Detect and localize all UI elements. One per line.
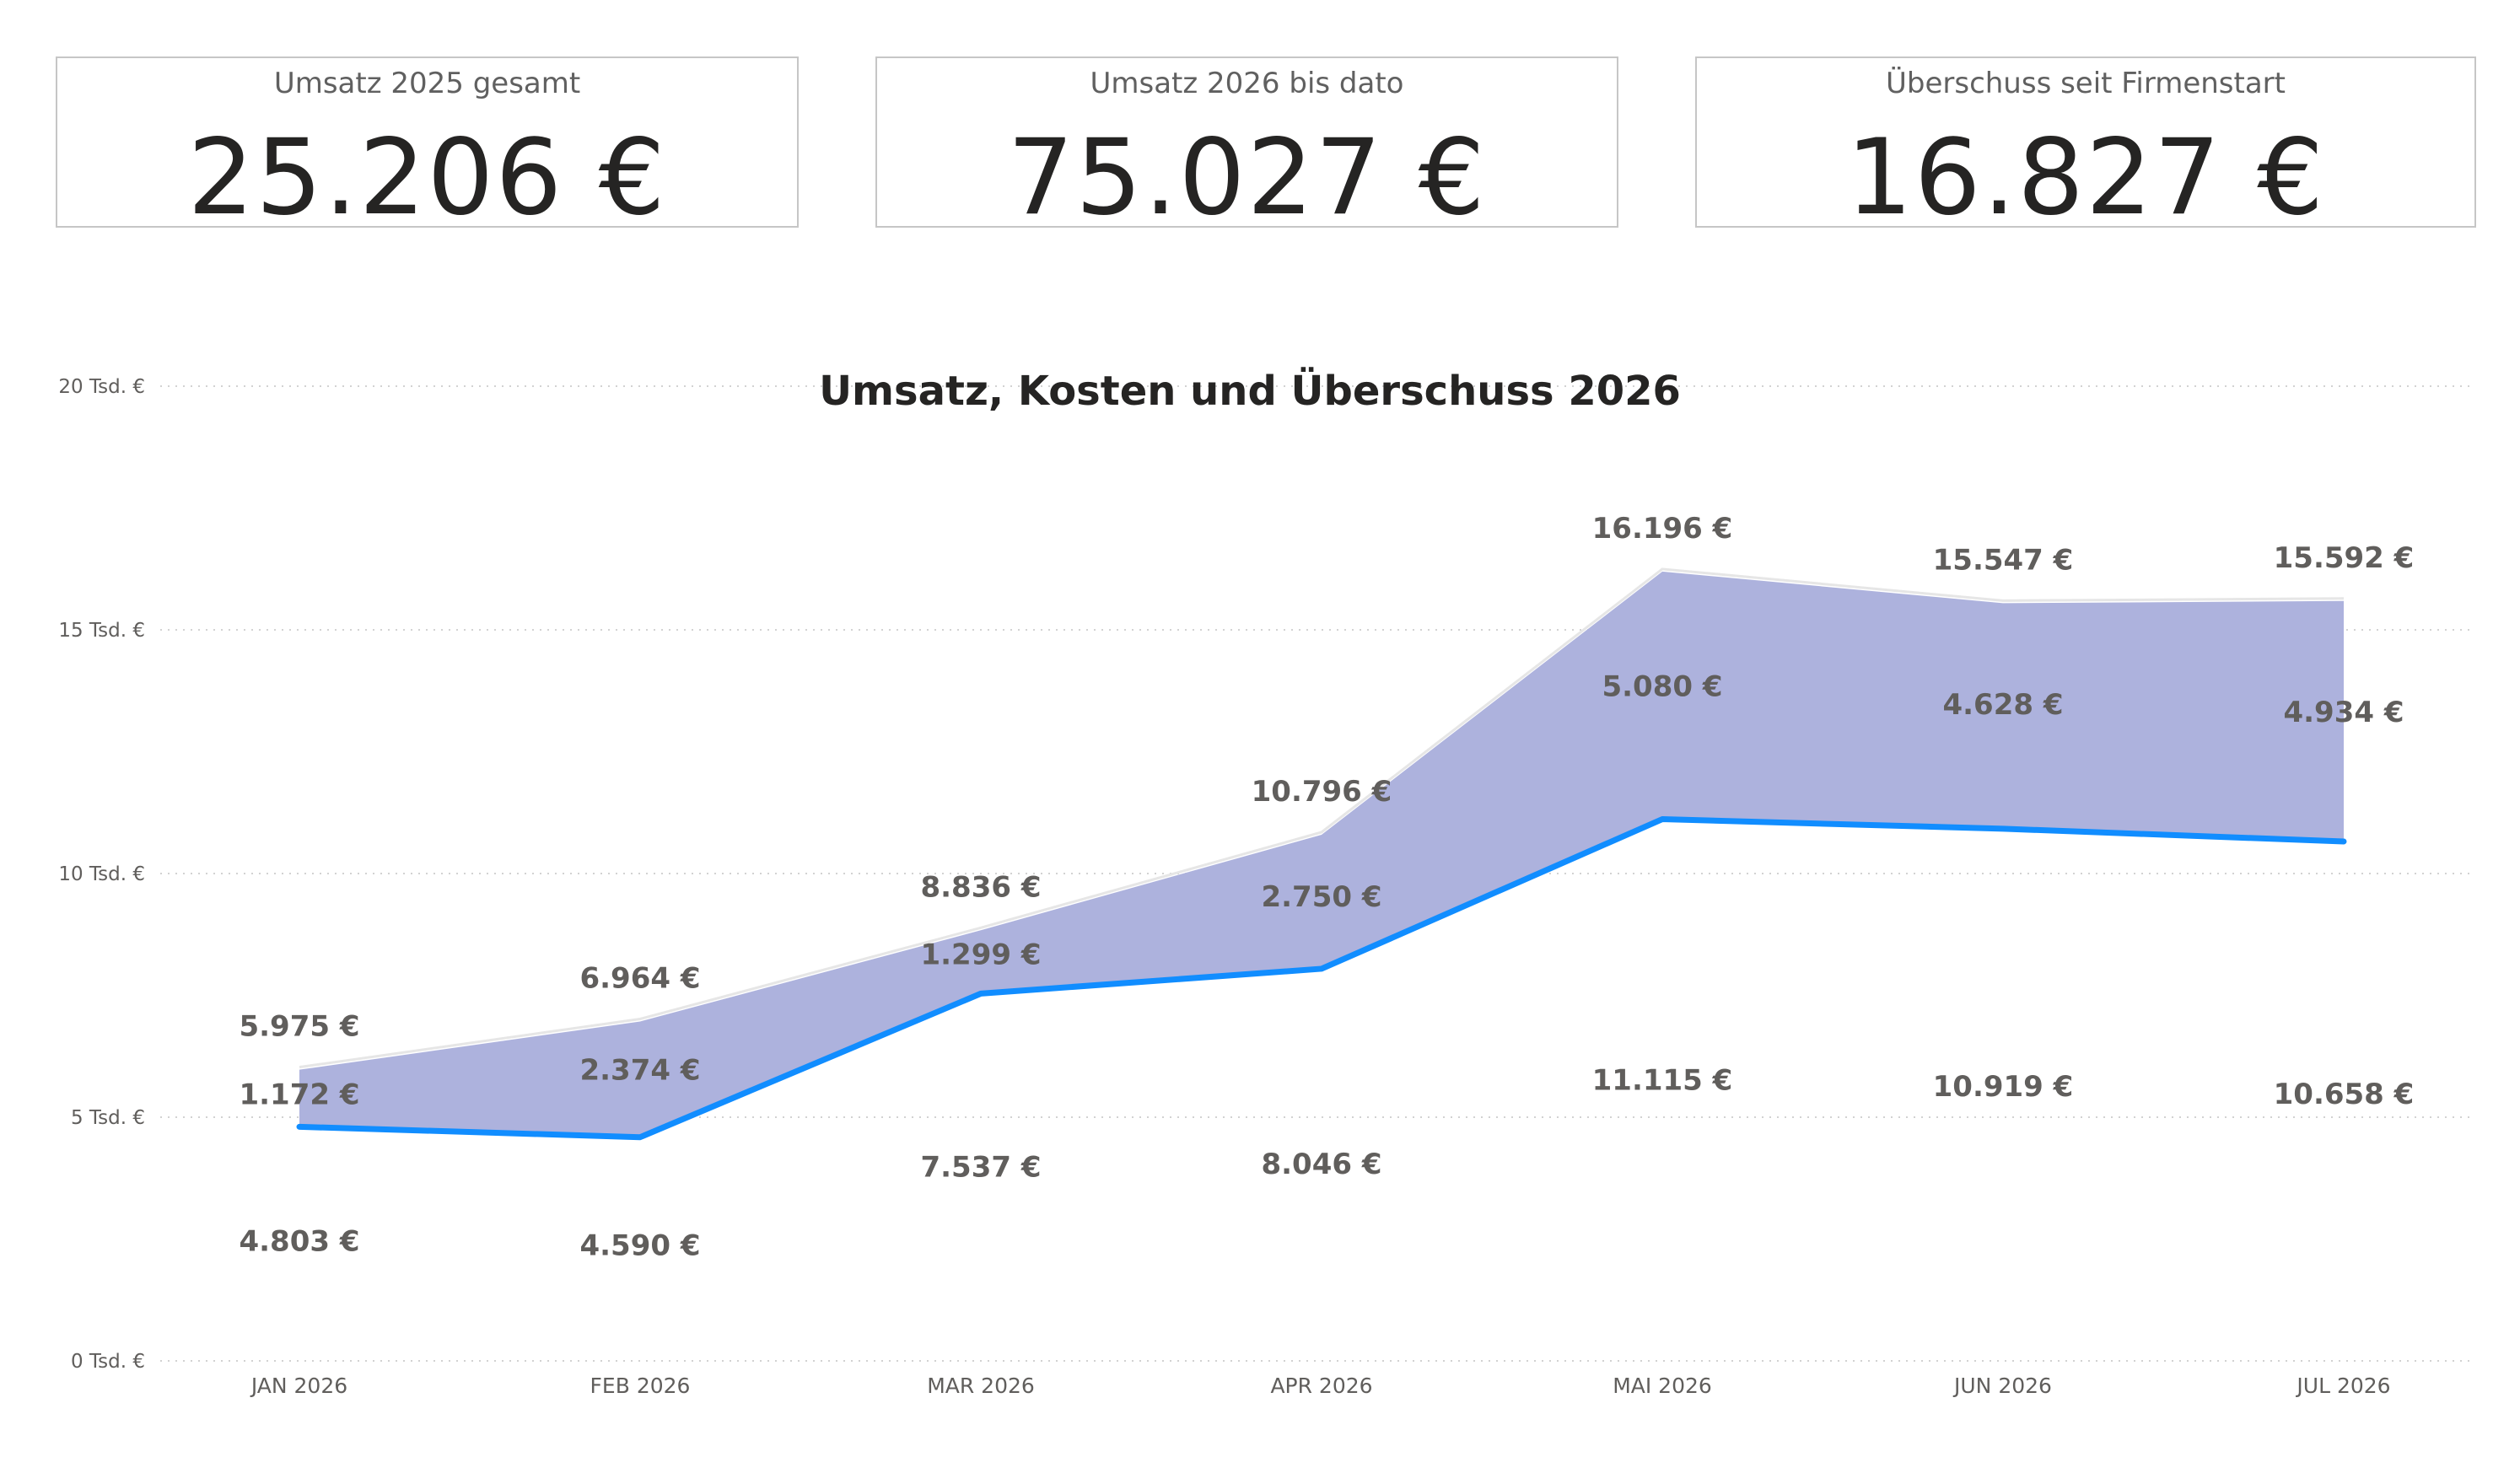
cost-data-label: 7.537 € bbox=[920, 1150, 1041, 1184]
x-tick-label: JAN 2026 bbox=[250, 1374, 347, 1398]
y-tick-label: 0 Tsd. € bbox=[71, 1351, 145, 1373]
revenue-data-label: 16.196 € bbox=[1592, 512, 1733, 546]
surplus-data-label: 4.628 € bbox=[1942, 688, 2063, 722]
surplus-data-label: 2.374 € bbox=[579, 1054, 700, 1088]
x-tick-label: MAI 2026 bbox=[1613, 1374, 1712, 1398]
surplus-data-label: 1.172 € bbox=[239, 1078, 359, 1111]
cost-data-label: 4.803 € bbox=[239, 1224, 359, 1258]
x-tick-label: APR 2026 bbox=[1270, 1374, 1372, 1398]
data-labels: 5.975 € 6.964 € 8.836 € 10.796 € 16.196 € 15.… bbox=[239, 512, 2414, 1263]
revenue-data-label: 5.975 € bbox=[239, 1010, 359, 1044]
surplus-data-label: 4.934 € bbox=[2283, 696, 2404, 729]
revenue-data-label: 15.592 € bbox=[2274, 541, 2415, 575]
surplus-area bbox=[299, 571, 2344, 1137]
kpi-card-revenue-2026: Umsatz 2026 bis dato 75.027 € bbox=[875, 56, 1618, 239]
kpi-card-revenue-2025: Umsatz 2025 gesamt 25.206 € bbox=[56, 56, 799, 239]
surplus-data-label: 5.080 € bbox=[1602, 670, 1722, 704]
revenue-data-label: 6.964 € bbox=[579, 961, 700, 995]
x-tick-label: JUN 2026 bbox=[1952, 1374, 2052, 1398]
x-axis: JAN 2026 FEB 2026 MAR 2026 APR 2026 MAI 2026… bbox=[250, 1374, 2391, 1398]
revenue-data-label: 15.547 € bbox=[1933, 543, 2074, 577]
revenue-data-label: 8.836 € bbox=[920, 870, 1041, 904]
kpi-label: Überschuss seit Firmenstart bbox=[1885, 67, 2286, 100]
kpi-value: 75.027 € bbox=[1007, 117, 1487, 239]
x-tick-label: JUL 2026 bbox=[2295, 1374, 2390, 1398]
surplus-data-label: 2.750 € bbox=[1261, 880, 1381, 914]
revenue-data-label: 10.796 € bbox=[1252, 775, 1392, 809]
surplus-data-label: 1.299 € bbox=[920, 938, 1041, 971]
y-axis: 0 Tsd. € 5 Tsd. € 10 Tsd. € 15 Tsd. € 20 Tsd… bbox=[58, 376, 145, 1373]
kpi-label: Umsatz 2025 gesamt bbox=[273, 67, 581, 100]
y-tick-label: 5 Tsd. € bbox=[71, 1107, 145, 1129]
y-tick-label: 15 Tsd. € bbox=[58, 620, 145, 642]
cost-data-label: 10.919 € bbox=[1933, 1070, 2074, 1104]
cost-line bbox=[296, 816, 2347, 1141]
kpi-card-surplus-total: Überschuss seit Firmenstart 16.827 € bbox=[1695, 56, 2476, 239]
y-tick-label: 20 Tsd. € bbox=[58, 376, 145, 398]
chart-title: Umsatz, Kosten und Überschuss 2026 bbox=[819, 367, 1681, 415]
x-tick-label: MAR 2026 bbox=[927, 1374, 1035, 1398]
kpi-value: 16.827 € bbox=[1845, 117, 2326, 239]
kpi-label: Umsatz 2026 bis dato bbox=[1090, 67, 1404, 100]
x-tick-label: FEB 2026 bbox=[590, 1374, 691, 1398]
kpi-value: 25.206 € bbox=[187, 117, 667, 239]
plot-area bbox=[296, 567, 2347, 1141]
cost-data-label: 4.590 € bbox=[579, 1229, 700, 1263]
cost-data-label: 8.046 € bbox=[1261, 1148, 1381, 1181]
y-tick-label: 10 Tsd. € bbox=[58, 863, 145, 885]
cost-data-label: 11.115 € bbox=[1592, 1064, 1733, 1098]
revenue-line bbox=[299, 567, 2345, 1069]
cost-data-label: 10.658 € bbox=[2274, 1078, 2415, 1111]
